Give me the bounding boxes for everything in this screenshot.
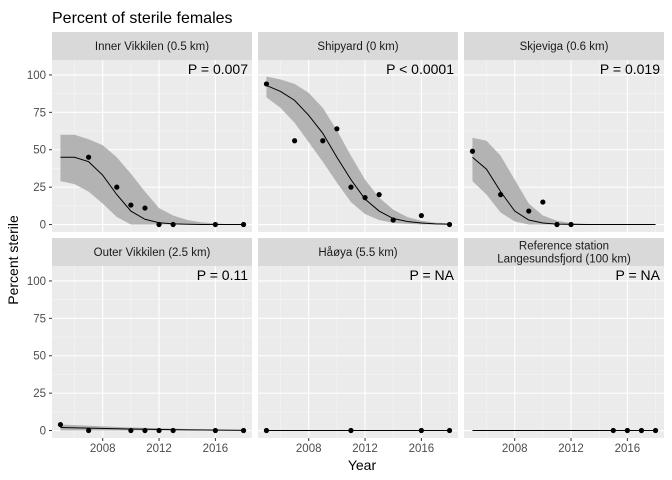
data-point <box>263 427 270 434</box>
p-value-label: P = NA <box>410 267 455 283</box>
data-point <box>362 195 368 201</box>
x-tick-label: 2016 <box>203 443 229 455</box>
data-point <box>498 192 504 198</box>
data-point <box>57 421 64 428</box>
panel-strip <box>464 238 664 266</box>
panel-strip <box>52 32 252 60</box>
y-tick-label: 100 <box>27 70 46 82</box>
panel-strip <box>52 238 252 266</box>
data-point <box>469 148 476 154</box>
p-value-label: P < 0.0001 <box>386 61 454 77</box>
gridlines <box>258 60 458 232</box>
data-point <box>240 427 247 434</box>
data-point <box>568 221 574 228</box>
y-tick-label: 25 <box>33 182 46 194</box>
data-point <box>540 199 546 205</box>
y-tick-label: 75 <box>33 313 46 325</box>
data-point <box>128 202 134 208</box>
fit-line <box>266 84 450 225</box>
y-tick-label: 0 <box>40 426 46 438</box>
data-point <box>652 427 659 434</box>
data-point <box>334 126 340 132</box>
data-point <box>390 217 396 223</box>
confidence-band <box>60 134 244 225</box>
x-tick-label: 2008 <box>502 443 528 455</box>
panel-6: Reference station Langesundsfjord (100 km… <box>464 238 664 455</box>
x-axis-label: Year <box>348 457 377 473</box>
panel-title: Reference station Langesundsfjord (100 km… <box>497 241 631 266</box>
plot-background <box>464 266 664 438</box>
panel-title: Håøya (5.5 km) <box>318 247 397 259</box>
panel-4: Outer Vikkilen (2.5 km) P = 0.11 0 25 50 75 10… <box>27 238 252 455</box>
plot-background <box>464 60 664 232</box>
data-point <box>240 221 247 228</box>
data-point <box>212 221 218 228</box>
p-value-label: P = 0.007 <box>188 61 248 77</box>
x-tick-label: 2016 <box>615 443 641 455</box>
data-point <box>114 184 120 190</box>
data-point <box>418 212 424 219</box>
gridlines <box>52 266 252 438</box>
p-value-label: P = 0.11 <box>197 267 248 283</box>
confidence-band <box>60 424 244 431</box>
data-point <box>156 221 162 228</box>
data-point <box>554 221 560 228</box>
panel-title: Skjeviga (0.6 km) <box>520 41 609 53</box>
panel-strip <box>258 32 458 60</box>
data-point <box>142 427 148 434</box>
x-tick-label: 2008 <box>296 443 322 455</box>
y-tick-label: 75 <box>33 107 46 119</box>
data-point <box>320 138 326 144</box>
data-point <box>610 427 616 434</box>
data-point <box>156 427 162 434</box>
data-point <box>526 208 532 214</box>
data-point <box>212 427 218 434</box>
data-point <box>348 184 354 190</box>
data-point <box>418 427 424 434</box>
data-point <box>263 81 270 87</box>
data-point <box>348 427 354 434</box>
data-point <box>86 427 92 434</box>
data-point <box>624 427 630 434</box>
x-tick-label: 2012 <box>146 443 172 455</box>
confidence-band <box>472 137 656 225</box>
panel-strip <box>464 32 664 60</box>
y-tick-label: 50 <box>33 145 46 157</box>
panel-2: Shipyard (0 km) P < 0.0001 <box>258 32 458 232</box>
data-point <box>446 221 453 228</box>
data-point <box>86 154 92 160</box>
panel-strip <box>258 238 458 266</box>
p-value-label: P = NA <box>616 267 661 283</box>
data-point <box>638 427 645 434</box>
x-tick-label: 2016 <box>409 443 435 455</box>
data-point <box>292 138 298 144</box>
panels-layer: Inner Vikkilen (0.5 km) P = 0.007 0 25 50 75 1… <box>27 32 664 455</box>
chart-title: Percent of sterile females <box>52 10 233 27</box>
x-tick-label: 2012 <box>558 443 584 455</box>
y-tick-label: 50 <box>33 351 46 363</box>
y-tick-label: 0 <box>40 220 46 232</box>
panel-3: Skjeviga (0.6 km) P = 0.019 <box>464 32 664 232</box>
data-point <box>142 205 148 211</box>
y-tick-label: 25 <box>33 388 46 400</box>
y-tick-label: 100 <box>27 276 46 288</box>
p-value-label: P = 0.019 <box>600 61 660 77</box>
confidence-band <box>266 76 450 225</box>
data-point <box>376 192 382 198</box>
data-point <box>128 427 134 434</box>
y-axis-label: Percent sterile <box>5 215 21 305</box>
x-tick-label: 2012 <box>352 443 378 455</box>
plot-background <box>258 266 458 438</box>
panel-5: Håøya (5.5 km) P = NA 2008 2012 2016 <box>258 238 458 455</box>
panel-title: Inner Vikkilen (0.5 km) <box>95 41 209 53</box>
data-point <box>170 427 176 434</box>
x-tick-label: 2008 <box>90 443 116 455</box>
panel-title: Shipyard (0 km) <box>317 41 398 53</box>
data-point <box>170 221 176 228</box>
plot-background <box>52 266 252 438</box>
panel-title: Outer Vikkilen (2.5 km) <box>94 247 211 259</box>
data-point <box>446 427 453 434</box>
panel-1: Inner Vikkilen (0.5 km) P = 0.007 0 25 50 75 1… <box>27 32 252 232</box>
